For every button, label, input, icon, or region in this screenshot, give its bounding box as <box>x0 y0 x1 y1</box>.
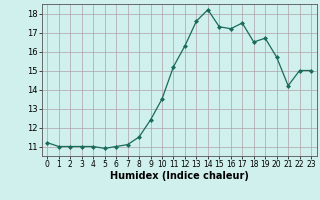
X-axis label: Humidex (Indice chaleur): Humidex (Indice chaleur) <box>110 171 249 181</box>
